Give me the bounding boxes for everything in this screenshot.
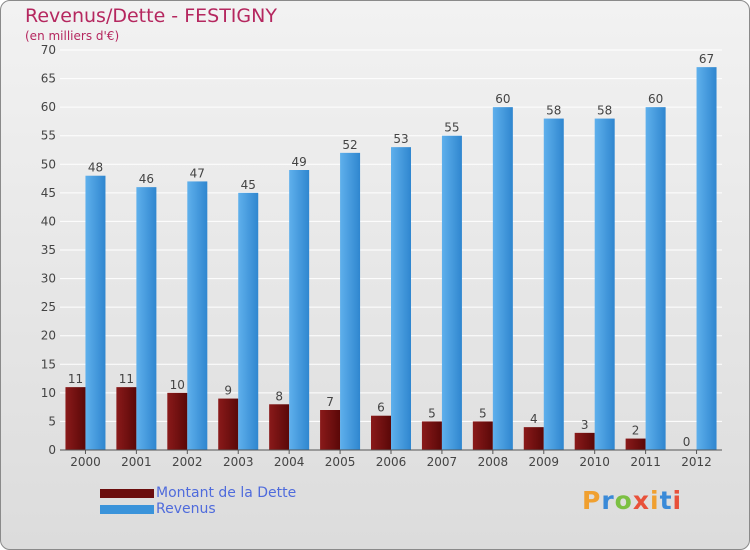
revenue-value-label: 48 xyxy=(88,161,103,175)
y-tick-label: 40 xyxy=(41,214,56,228)
x-tick-label: 2006 xyxy=(376,455,407,469)
logo-letter: i xyxy=(650,486,660,515)
chart-subtitle: (en milliers d'€) xyxy=(25,29,120,43)
debt-bar xyxy=(269,404,290,450)
revenue-bar xyxy=(85,175,106,450)
x-tick-label: 2003 xyxy=(223,455,254,469)
logo-letter: P xyxy=(582,486,602,515)
debt-bar xyxy=(167,392,188,450)
x-tick-label: 2010 xyxy=(579,455,610,469)
y-tick-label: 10 xyxy=(41,386,56,400)
data-labels: 1148114610479458497526535555604583582600… xyxy=(68,52,714,449)
legend-swatch-revenue xyxy=(100,505,154,514)
y-tick-label: 30 xyxy=(41,272,56,286)
revenue-bar xyxy=(492,107,513,451)
y-tick-label: 55 xyxy=(41,129,56,143)
logo-letter: t xyxy=(659,486,673,515)
revenue-value-label: 67 xyxy=(699,52,714,66)
proxiti-logo: Proxiti xyxy=(582,486,682,515)
revenue-value-label: 55 xyxy=(444,121,459,135)
revenue-value-label: 49 xyxy=(292,155,307,169)
debt-value-label: 10 xyxy=(170,378,185,392)
revenue-value-label: 60 xyxy=(495,92,510,106)
debt-value-label: 6 xyxy=(377,401,385,415)
revenue-bar xyxy=(696,67,717,451)
revenue-value-label: 60 xyxy=(648,92,663,106)
revenue-bar xyxy=(289,170,310,450)
revenue-value-label: 46 xyxy=(139,172,154,186)
debt-bar xyxy=(116,387,137,450)
debt-bar xyxy=(218,398,239,450)
y-axis-ticks: 0 5 10 15 20 25 30 35 40 45 50 55 60 65 70 xyxy=(41,43,56,457)
debt-bar xyxy=(574,432,595,450)
debt-value-label: 11 xyxy=(119,372,134,386)
legend-label-debt: Montant de la Dette xyxy=(156,485,297,501)
y-tick-label: 70 xyxy=(41,43,56,57)
x-tick-label: 2011 xyxy=(630,455,661,469)
y-tick-label: 65 xyxy=(41,72,56,86)
y-tick-label: 0 xyxy=(48,443,56,457)
debt-value-label: 7 xyxy=(326,395,334,409)
logo-letter: r xyxy=(601,486,615,515)
y-tick-label: 20 xyxy=(41,329,56,343)
y-tick-label: 25 xyxy=(41,300,56,314)
x-tick-label: 2005 xyxy=(325,455,356,469)
revenue-bar xyxy=(238,192,259,450)
logo-letter: o xyxy=(614,486,633,515)
debt-bar xyxy=(523,427,544,450)
y-tick-label: 35 xyxy=(41,243,56,257)
y-tick-label: 5 xyxy=(48,414,56,428)
x-axis-ticks: 2000 2001 2002 2003 2004 2005 2006 2007 2008 2009… xyxy=(70,450,712,469)
debt-value-label: 2 xyxy=(632,424,640,438)
revenue-value-label: 58 xyxy=(546,104,561,118)
y-tick-label: 45 xyxy=(41,186,56,200)
debt-value-label: 5 xyxy=(428,406,436,420)
debt-value-label: 3 xyxy=(581,418,589,432)
debt-value-label: 8 xyxy=(275,389,283,403)
legend-label-revenue: Revenus xyxy=(156,501,216,517)
x-tick-label: 2012 xyxy=(681,455,712,469)
revenue-value-label: 58 xyxy=(597,104,612,118)
revenue-value-label: 53 xyxy=(393,132,408,146)
x-tick-label: 2008 xyxy=(478,455,509,469)
y-tick-label: 15 xyxy=(41,357,56,371)
revenue-bar xyxy=(187,181,208,450)
chart-title: Revenus/Dette - FESTIGNY xyxy=(25,5,277,27)
revenue-bar xyxy=(340,152,361,450)
debt-bar xyxy=(625,438,646,450)
revenue-bar xyxy=(136,187,157,450)
y-tick-label: 60 xyxy=(41,100,56,114)
debt-value-label: 0 xyxy=(683,435,691,449)
debt-value-label: 9 xyxy=(224,384,232,398)
revenue-value-label: 47 xyxy=(190,166,205,180)
debt-value-label: 5 xyxy=(479,406,487,420)
revenue-bar xyxy=(645,107,666,451)
debt-bar xyxy=(371,415,391,450)
revenue-value-label: 52 xyxy=(342,138,357,152)
logo-letter: x xyxy=(632,486,650,515)
x-tick-label: 2007 xyxy=(427,455,458,469)
debt-bar xyxy=(320,410,341,450)
revenue-value-label: 45 xyxy=(241,178,256,192)
x-tick-label: 2000 xyxy=(70,455,101,469)
revenue-bar xyxy=(594,118,615,451)
x-tick-label: 2002 xyxy=(172,455,203,469)
legend-swatch-debt xyxy=(100,489,154,498)
revenue-bar xyxy=(543,118,564,451)
debt-value-label: 4 xyxy=(530,412,538,426)
x-tick-label: 2004 xyxy=(274,455,305,469)
debt-value-label: 11 xyxy=(68,372,83,386)
x-tick-label: 2001 xyxy=(121,455,152,469)
x-tick-label: 2009 xyxy=(528,455,559,469)
debt-bar xyxy=(65,387,86,450)
revenue-bar xyxy=(391,147,411,450)
bars xyxy=(65,67,717,451)
logo-letter: i xyxy=(672,486,683,515)
debt-bar xyxy=(421,421,442,450)
y-tick-label: 50 xyxy=(41,157,56,171)
revenue-bar xyxy=(441,135,462,450)
debt-bar xyxy=(472,421,493,450)
